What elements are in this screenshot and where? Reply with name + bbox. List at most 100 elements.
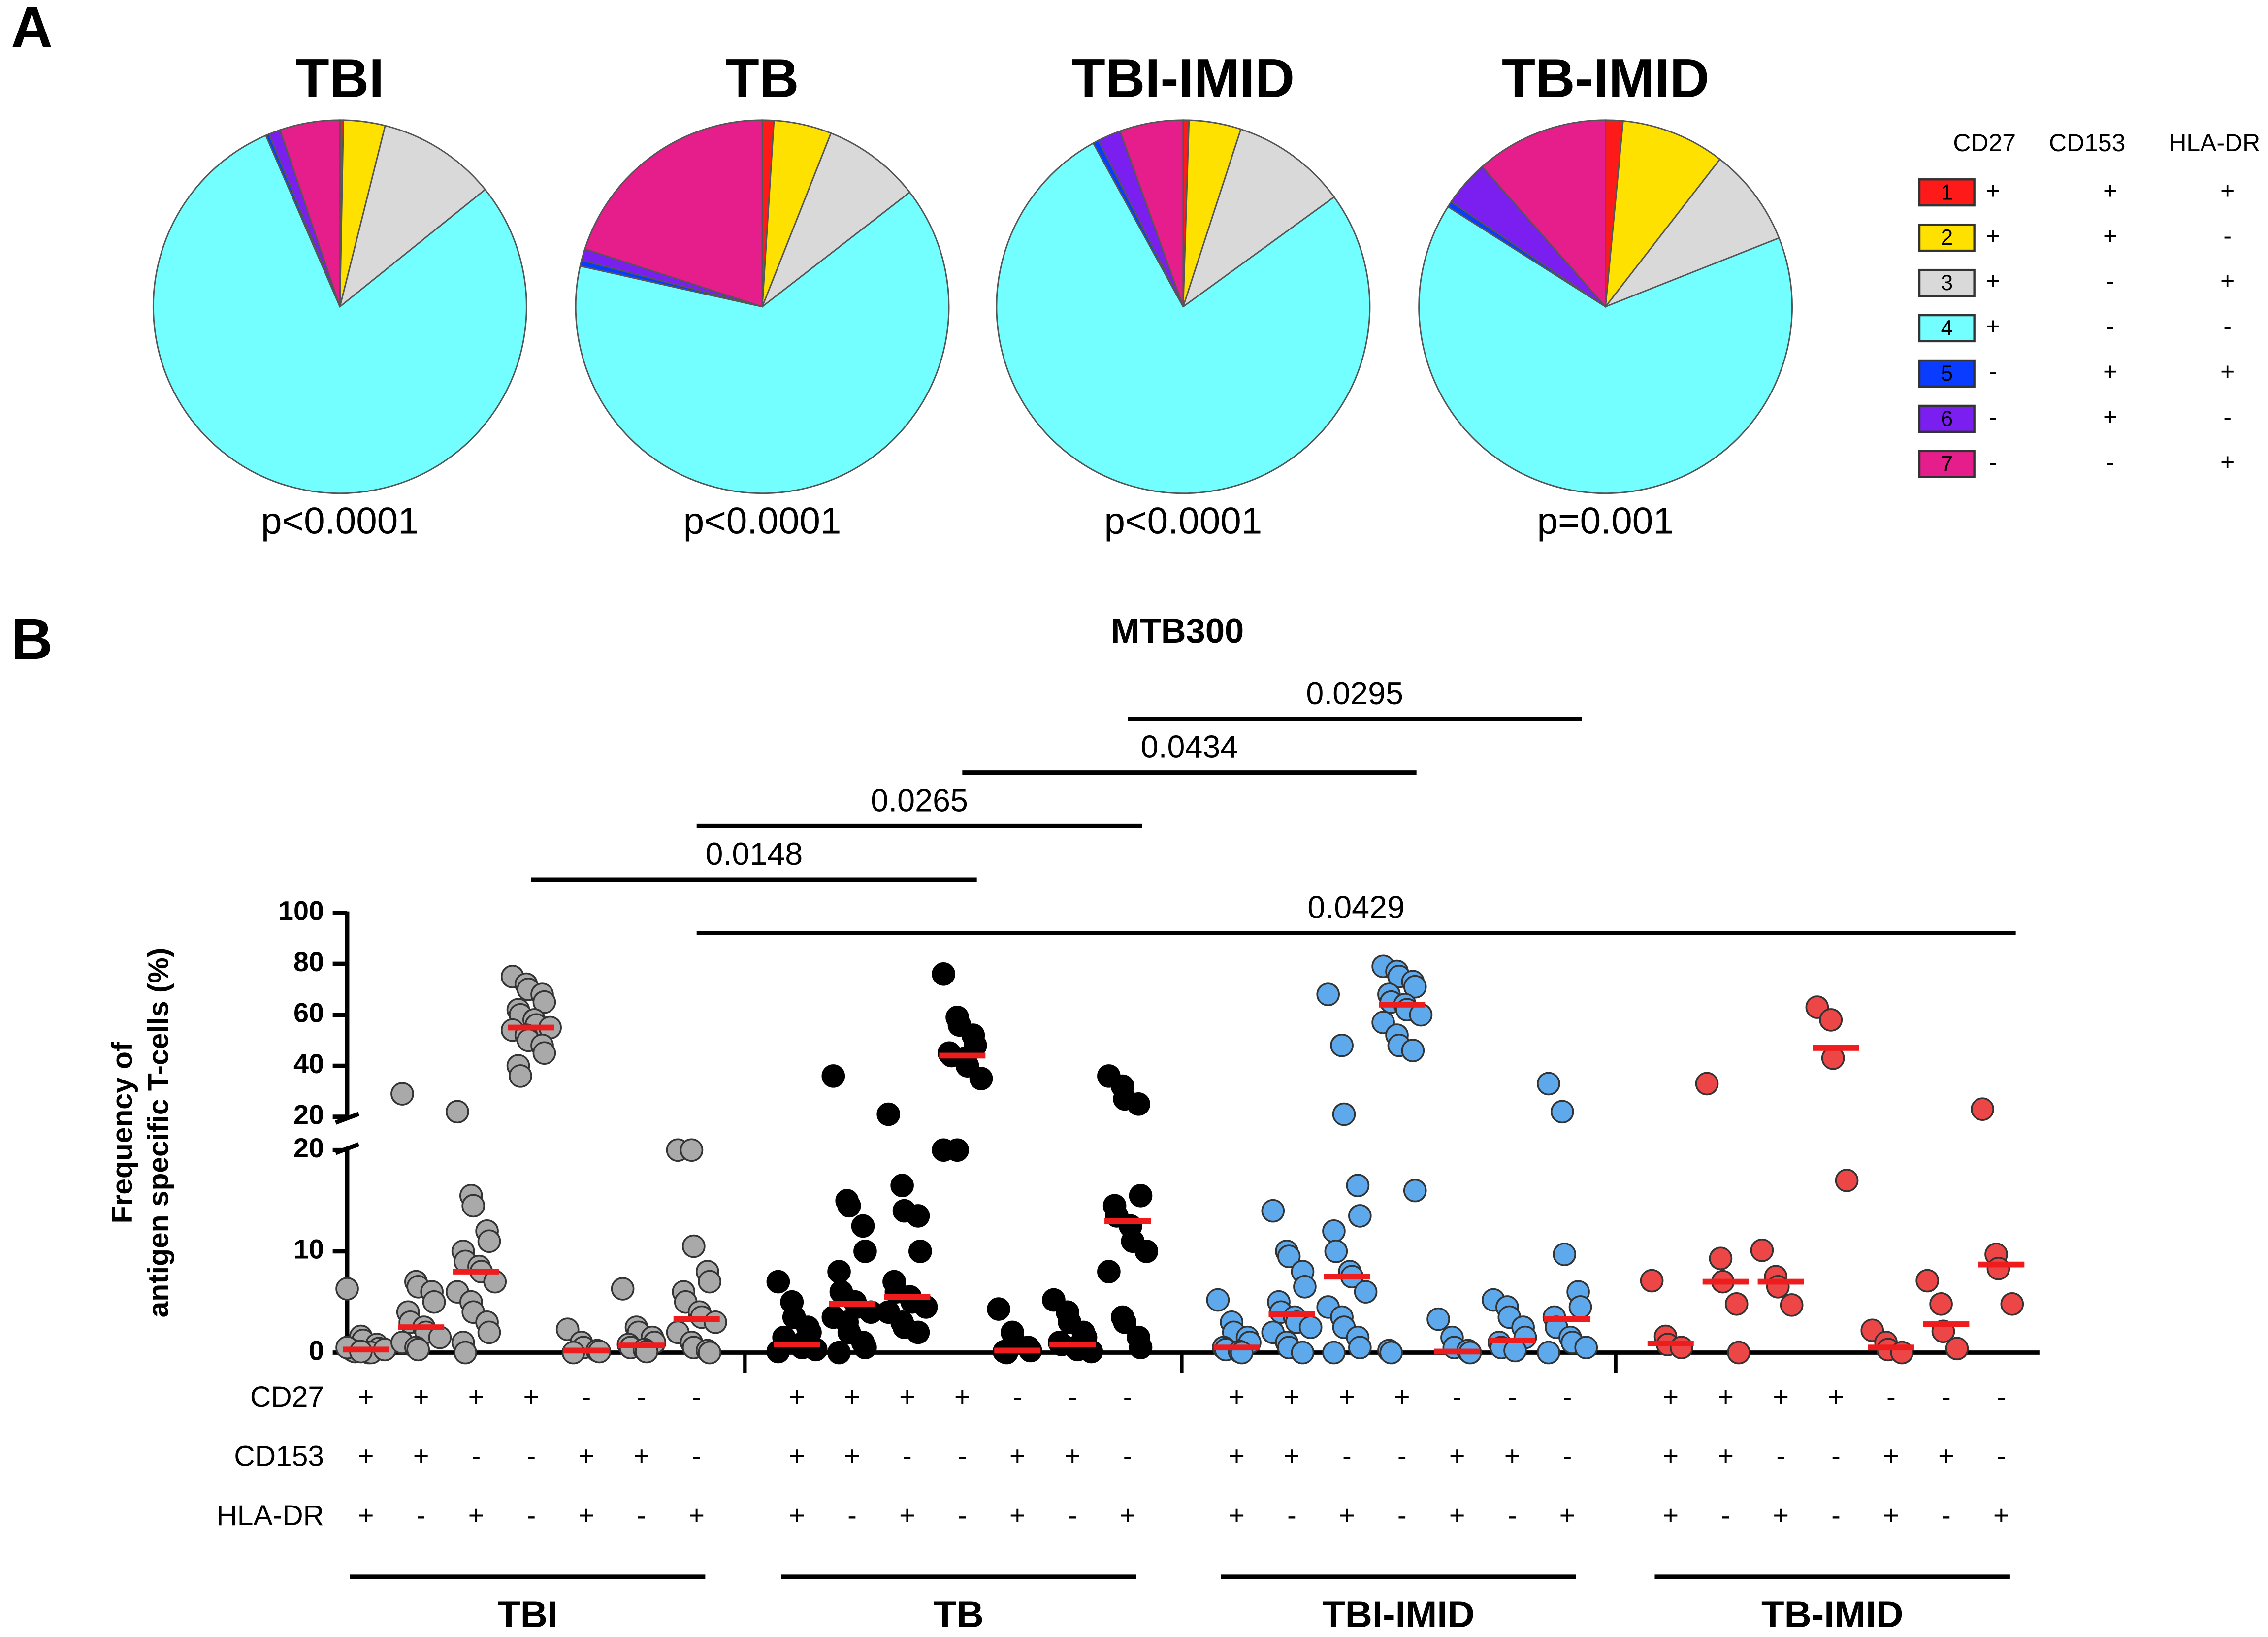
- data-point: [1537, 1341, 1560, 1365]
- legend-number: 2: [1941, 226, 1953, 250]
- data-point: [890, 1174, 914, 1198]
- pie-p-value: p<0.0001: [1104, 500, 1263, 542]
- cohort-label: TBI: [497, 1594, 558, 1636]
- legend-swatch: [1918, 268, 1976, 297]
- marker-sign: +: [1120, 1500, 1136, 1531]
- marker-sign: +: [1559, 1500, 1576, 1531]
- marker-sign: +: [1449, 1441, 1465, 1472]
- data-point: [821, 1064, 845, 1088]
- data-point: [876, 1102, 901, 1126]
- median-bar: [343, 1346, 389, 1353]
- marker-sign: -: [1721, 1500, 1730, 1531]
- marker-sign: +: [1504, 1441, 1521, 1472]
- median-bar: [563, 1347, 610, 1354]
- legend-header: HLA-DR: [2169, 129, 2260, 157]
- marker-sign: +: [1883, 1441, 1899, 1472]
- marker-row-label: HLA-DR: [216, 1500, 324, 1532]
- data-point: [1277, 1244, 1301, 1268]
- pie-slice: [279, 119, 341, 307]
- data-point: [611, 1277, 635, 1301]
- data-point: [682, 1234, 706, 1258]
- data-point: [1403, 975, 1427, 999]
- data-point: [698, 1341, 721, 1365]
- legend-sign: -: [1989, 449, 1998, 476]
- data-point: [1945, 1337, 1969, 1361]
- marker-sign: -: [1942, 1500, 1951, 1531]
- marker-sign: +: [1339, 1500, 1355, 1531]
- legend-swatch: [1918, 359, 1976, 388]
- legend-sign: +: [2220, 177, 2235, 204]
- marker-sign: +: [1229, 1441, 1245, 1472]
- data-point: [1724, 1292, 1749, 1316]
- median-bar: [994, 1347, 1041, 1354]
- data-point: [969, 1067, 993, 1090]
- marker-sign: +: [1662, 1381, 1679, 1412]
- legend-sign: -: [2106, 449, 2114, 476]
- marker-sign: -: [472, 1441, 481, 1472]
- data-point: [532, 990, 556, 1014]
- legend-sign: -: [2106, 267, 2114, 295]
- marker-sign: -: [847, 1500, 857, 1531]
- marker-sign: +: [1009, 1441, 1026, 1472]
- marker-sign: -: [1123, 1381, 1133, 1412]
- data-point: [1709, 1246, 1733, 1271]
- median-bar: [829, 1301, 875, 1307]
- y-tick-label: 20: [293, 1132, 324, 1163]
- legend-sign: -: [1989, 358, 1998, 386]
- cohort-label: TBI-IMID: [1322, 1594, 1475, 1636]
- data-point: [1322, 1341, 1346, 1365]
- marker-sign: +: [899, 1381, 915, 1412]
- marker-sign: +: [579, 1500, 595, 1531]
- marker-sign: -: [417, 1500, 426, 1531]
- median-bar: [618, 1342, 665, 1348]
- median-bar: [1757, 1278, 1804, 1285]
- marker-sign: -: [637, 1381, 647, 1412]
- pie-slice: [1182, 128, 1335, 309]
- pie-slice: [1119, 119, 1184, 307]
- data-point: [837, 1194, 861, 1218]
- marker-sign: +: [358, 1500, 374, 1531]
- marker-sign: +: [1662, 1441, 1679, 1472]
- data-point: [1426, 1307, 1450, 1331]
- y-axis-label: antigen specific T-cells (%): [143, 948, 175, 1318]
- data-point: [1695, 1072, 1719, 1096]
- data-point: [1316, 982, 1340, 1006]
- marker-sign: +: [1394, 1381, 1410, 1412]
- legend-header: CD27: [1953, 129, 2016, 157]
- data-point: [851, 1214, 875, 1238]
- marker-sign: +: [468, 1500, 485, 1531]
- data-point: [1550, 1100, 1574, 1124]
- data-point: [1129, 1336, 1153, 1360]
- marker-sign: -: [527, 1500, 536, 1531]
- marker-sign: -: [1563, 1381, 1572, 1412]
- median-bar: [1489, 1337, 1536, 1343]
- y-tick-label: 20: [293, 1099, 324, 1130]
- median-bar: [508, 1024, 554, 1031]
- median-bar: [1978, 1261, 2025, 1268]
- data-point: [1097, 1260, 1121, 1283]
- data-point: [827, 1341, 851, 1365]
- marker-sign: -: [1397, 1500, 1407, 1531]
- marker-row-label: CD27: [250, 1381, 324, 1413]
- marker-sign: +: [789, 1500, 805, 1531]
- data-point: [1986, 1257, 2010, 1280]
- legend-number: 1: [1941, 180, 1953, 204]
- data-point: [704, 1310, 727, 1334]
- data-point: [1330, 1033, 1354, 1057]
- legend-sign: +: [1986, 222, 2000, 250]
- y-tick-label: 0: [309, 1335, 324, 1366]
- legend-sign: +: [2103, 177, 2117, 204]
- marker-sign: -: [1068, 1381, 1077, 1412]
- y-tick-label: 80: [293, 946, 324, 977]
- marker-sign: -: [637, 1500, 647, 1531]
- data-point: [509, 1064, 532, 1088]
- data-point: [1574, 1336, 1598, 1360]
- y-tick-label: 100: [278, 895, 324, 926]
- data-point: [853, 1336, 877, 1360]
- legend-sign: +: [1986, 267, 2000, 295]
- marker-sign: +: [523, 1381, 540, 1412]
- median-bar: [1544, 1316, 1591, 1322]
- panel-label: A: [11, 0, 53, 60]
- marker-sign: -: [1942, 1381, 1951, 1412]
- legend-swatch: [1918, 223, 1976, 252]
